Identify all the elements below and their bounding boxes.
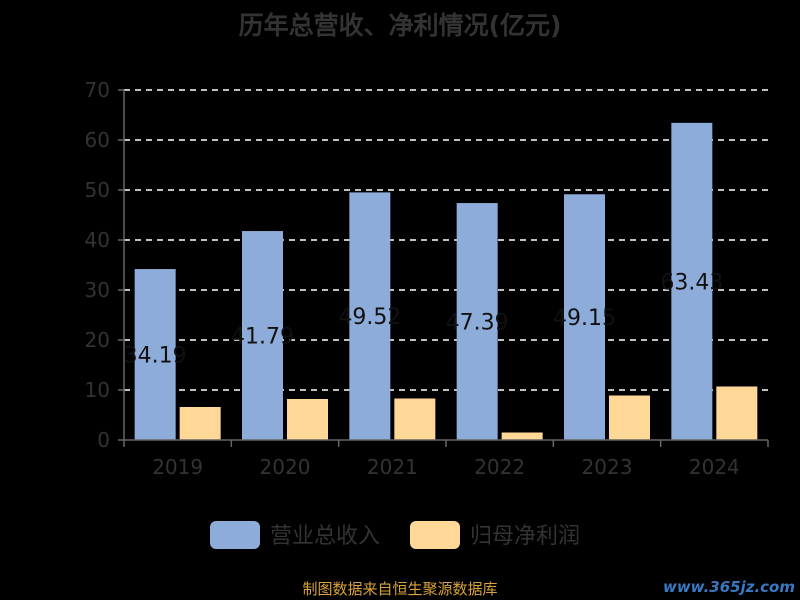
x-tick-label: 2022 xyxy=(474,455,525,479)
bar-profit-2021 xyxy=(394,398,436,440)
y-tick-label: 10 xyxy=(85,378,110,402)
y-tick-label: 50 xyxy=(85,178,110,202)
data-label-2020: 41.79 xyxy=(231,325,294,350)
legend-label: 归母净利润 xyxy=(470,524,580,549)
bar-profit-2019 xyxy=(179,407,221,440)
data-label-2021: 49.52 xyxy=(338,305,401,330)
data-label-2019: 34.19 xyxy=(124,344,187,369)
data-labels: 34.19 41.79 49.52 47.39 49.15 63.43 xyxy=(124,270,724,368)
x-axis-labels: 2019 2020 2021 2022 2023 2024 xyxy=(152,455,740,479)
axes xyxy=(123,90,769,447)
bar-profit-2024 xyxy=(716,386,758,440)
legend-item-revenue[interactable]: 营业总收入 xyxy=(210,521,380,549)
x-tick-label: 2024 xyxy=(689,455,740,479)
bar-revenue-2021 xyxy=(349,192,391,440)
legend-swatch xyxy=(410,521,460,549)
bar-profit-2022 xyxy=(501,432,543,440)
legend-swatch xyxy=(210,521,260,549)
bar-revenue-2022 xyxy=(456,203,498,440)
y-tick-label: 70 xyxy=(85,78,110,102)
y-tick-label: 0 xyxy=(97,428,110,452)
x-tick-label: 2023 xyxy=(582,455,633,479)
data-label-2023: 49.15 xyxy=(553,306,616,331)
bar-revenue-2024 xyxy=(671,122,713,440)
legend[interactable]: 营业总收入 归母净利润 xyxy=(210,521,580,549)
x-tick-label: 2019 xyxy=(152,455,203,479)
watermark: www.365jz.com xyxy=(663,578,795,596)
y-tick-label: 40 xyxy=(85,228,110,252)
y-tick-label: 20 xyxy=(85,328,110,352)
chart-title: 历年总营收、净利情况(亿元) xyxy=(239,11,562,40)
grid-lines xyxy=(124,89,768,391)
bar-profit-2023 xyxy=(609,395,650,440)
data-label-2022: 47.39 xyxy=(446,311,509,336)
bar-profit-2020 xyxy=(287,399,328,440)
x-tick-label: 2021 xyxy=(367,455,418,479)
source-note: 制图数据来自恒生聚源数据库 xyxy=(302,580,497,598)
bars xyxy=(134,122,758,440)
bar-revenue-2019 xyxy=(134,269,176,440)
data-label-2024: 63.43 xyxy=(660,270,723,295)
y-tick-label: 60 xyxy=(85,128,110,152)
x-tick-label: 2020 xyxy=(260,455,311,479)
bar-revenue-2023 xyxy=(564,194,605,440)
y-tick-label: 30 xyxy=(85,278,110,302)
bar-revenue-2020 xyxy=(242,231,283,440)
legend-item-profit[interactable]: 归母净利润 xyxy=(410,521,580,549)
y-axis-ticks: 0 10 20 30 40 50 60 70 xyxy=(85,78,124,452)
legend-label: 营业总收入 xyxy=(270,524,380,549)
